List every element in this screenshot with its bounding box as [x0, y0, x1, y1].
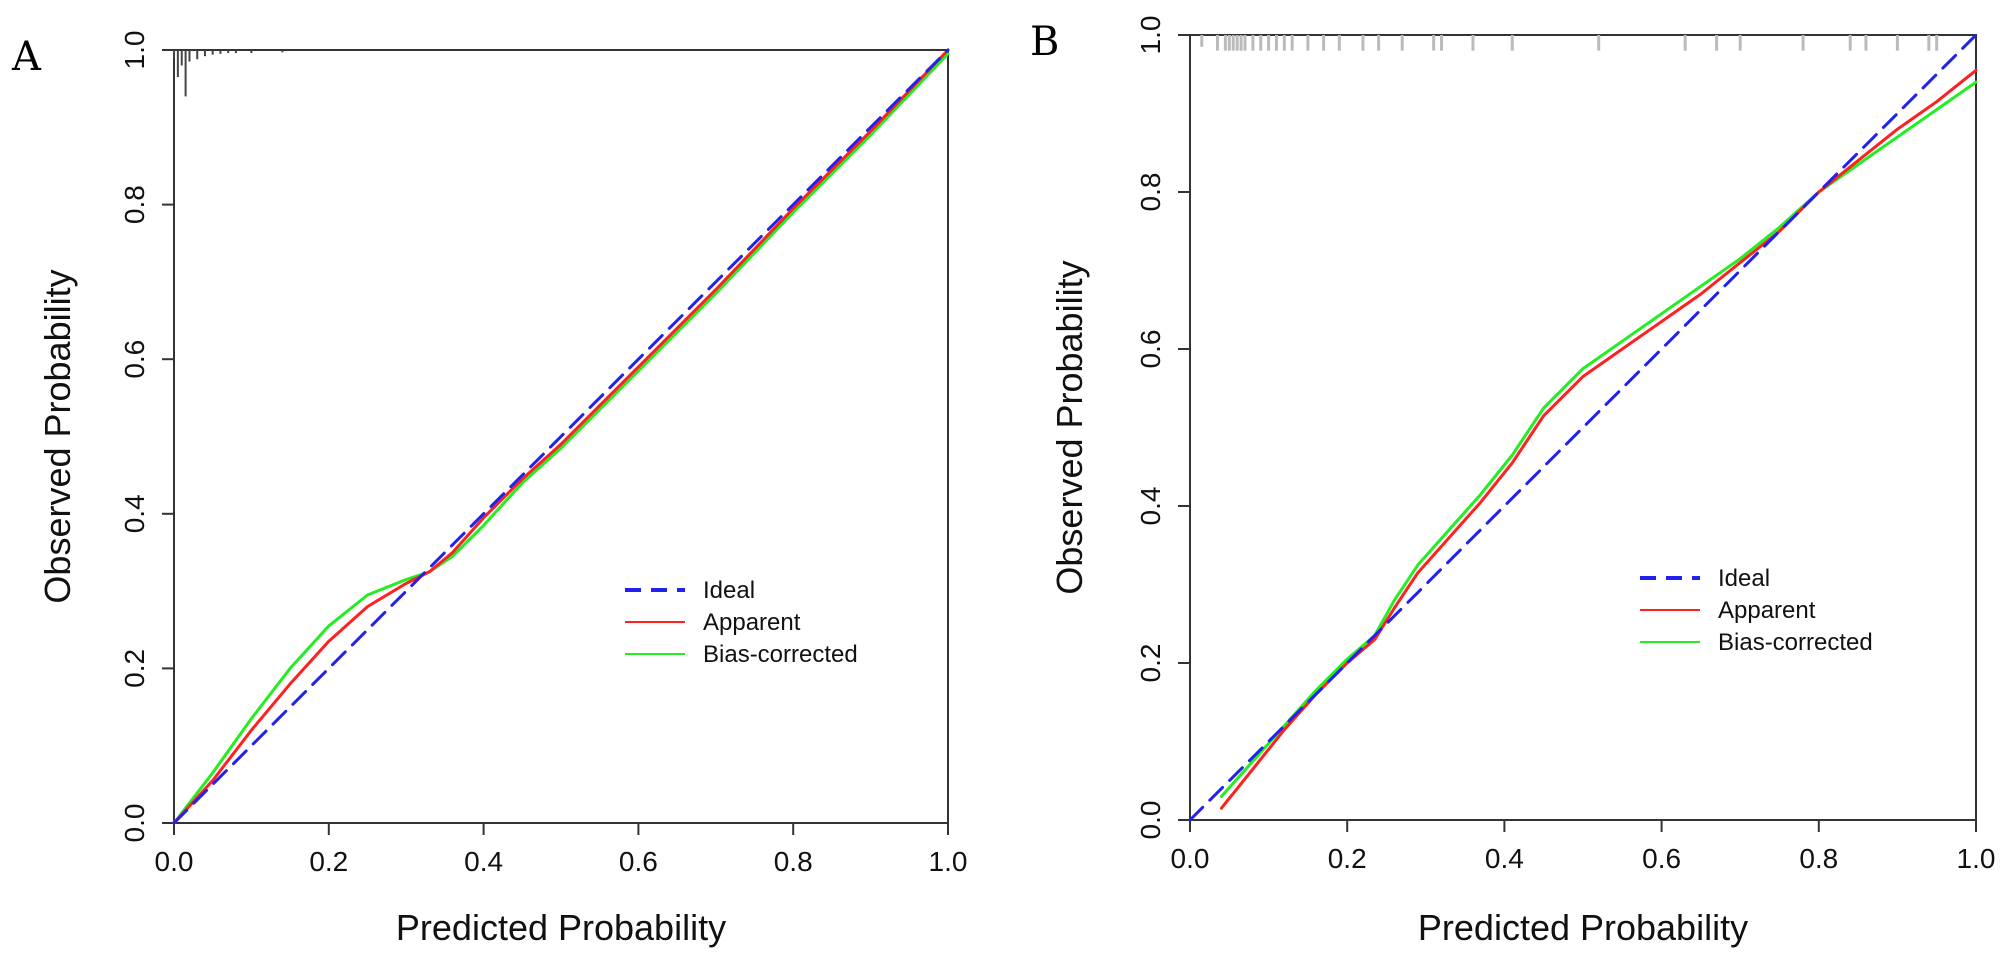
x-tick-label: 0.2: [309, 846, 348, 877]
y-tick-label: 0.0: [1135, 801, 1166, 840]
plot-frame: [1189, 34, 1977, 821]
x-tick-label: 1.0: [929, 846, 968, 877]
series-line-apparent: [1219, 68, 1978, 810]
x-tick-label: 0.2: [1328, 843, 1367, 874]
y-tick-label: 0.6: [1135, 330, 1166, 369]
y-tick-label: 1.0: [119, 31, 150, 70]
y-tick-label: 1.0: [1135, 16, 1166, 55]
series-line-ideal: [172, 48, 950, 825]
legend-label: Ideal: [1718, 565, 1770, 592]
legend-label: Ideal: [703, 577, 755, 604]
y-tick-label: 0.2: [1135, 644, 1166, 683]
x-tick-label: 0.6: [619, 846, 658, 877]
y-tick-label: 0.0: [119, 804, 150, 843]
y-tick-label: 0.6: [119, 340, 150, 379]
x-tick-label: 0.8: [1799, 843, 1838, 874]
y-tick-label: 0.4: [119, 494, 150, 533]
series-line-apparent: [172, 48, 950, 825]
plot-frame: [173, 49, 949, 824]
legend-label: Apparent: [703, 609, 801, 636]
panel-letter: B: [1030, 19, 1059, 65]
y-tick-label: 0.8: [1135, 173, 1166, 212]
y-tick-label: 0.4: [1135, 487, 1166, 526]
panel-letter: A: [11, 34, 42, 80]
chart-panel-a: A 0.0 0.2 0.4 0.6 0.8 1.0 0.0 0.2 0.4 0.6 0.8 1.0 Pre…: [11, 31, 967, 948]
series-line-bias-corrected: [172, 52, 950, 825]
y-axis-title: Observed Probability: [1049, 260, 1090, 594]
legend-label: Bias-corrected: [703, 641, 858, 668]
x-tick-label: 1.0: [1957, 843, 1996, 874]
x-tick-label: 0.4: [1485, 843, 1524, 874]
series-line-ideal: [1188, 33, 1978, 822]
series-line-bias-corrected: [1219, 80, 1978, 798]
x-tick-label: 0.4: [464, 846, 503, 877]
legend-label: Bias-corrected: [1718, 629, 1873, 656]
y-tick-label: 0.8: [119, 185, 150, 224]
x-tick-label: 0.8: [774, 846, 813, 877]
x-axis-title: Predicted Probability: [396, 907, 726, 948]
legend: Ideal Apparent Bias-corrected: [1640, 565, 1873, 656]
y-axis-title: Observed Probability: [37, 269, 78, 603]
x-tick-label: 0.0: [155, 846, 194, 877]
x-tick-label: 0.6: [1642, 843, 1681, 874]
legend: Ideal Apparent Bias-corrected: [625, 577, 858, 668]
chart-panel-b: B 0.0 0.2 0.4 0.6 0.8 1.0 0.0 0.2 0.4 0.6 0.8 1.0 Pre…: [1030, 16, 1995, 948]
x-axis-title: Predicted Probability: [1418, 907, 1748, 948]
x-tick-label: 0.0: [1171, 843, 1210, 874]
legend-label: Apparent: [1718, 597, 1816, 624]
y-tick-label: 0.2: [119, 649, 150, 688]
